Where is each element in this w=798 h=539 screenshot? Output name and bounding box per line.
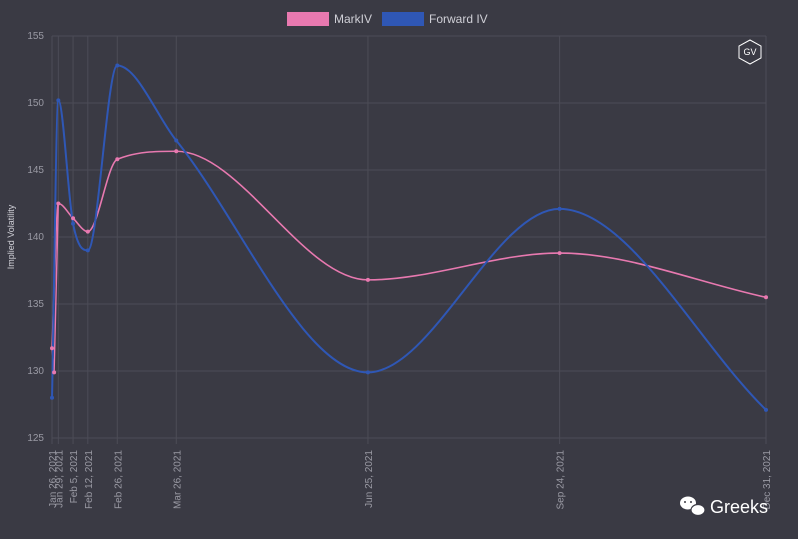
- data-point-forward-iv[interactable]: [764, 407, 768, 412]
- data-point-markiv[interactable]: [115, 157, 120, 162]
- x-tick-label: Feb 5, 2021: [69, 450, 80, 504]
- legend-swatch-markiv[interactable]: [287, 12, 329, 26]
- gv-badge-label: GV: [743, 47, 756, 57]
- wechat-icon: [680, 496, 706, 517]
- data-point-markiv[interactable]: [174, 149, 179, 154]
- y-axis-title: Implied Volatility: [6, 204, 16, 269]
- data-point-markiv[interactable]: [50, 346, 54, 351]
- x-tick-label: Jan 29, 2021: [54, 450, 65, 508]
- series-points: [50, 63, 768, 412]
- watermark-text: Greeks: [710, 497, 768, 517]
- data-point-markiv[interactable]: [71, 216, 76, 221]
- y-tick-label: 155: [27, 31, 44, 42]
- data-point-forward-iv[interactable]: [365, 370, 370, 375]
- hexagon-icon: [738, 39, 762, 65]
- x-tick-label: Dec 31, 2021: [762, 450, 773, 510]
- x-tick-label: Jun 25, 2021: [364, 450, 375, 508]
- y-tick-label: 130: [27, 366, 44, 377]
- series-line-markiv: [51, 150, 767, 349]
- data-point-markiv[interactable]: [85, 229, 90, 234]
- y-tick-label: 145: [27, 165, 44, 176]
- watermark: Greeks: [680, 496, 768, 517]
- grid: [51, 35, 767, 444]
- data-point-markiv[interactable]: [365, 277, 370, 282]
- data-point-markiv[interactable]: [56, 201, 61, 206]
- y-axis-ticks: 125 130 135 140 145 150 155: [27, 31, 44, 444]
- data-point-forward-iv[interactable]: [56, 98, 61, 103]
- gv-badge: GV: [738, 39, 762, 65]
- data-point-forward-iv[interactable]: [115, 63, 120, 68]
- data-point-markiv[interactable]: [557, 251, 562, 256]
- x-tick-label: Jan 26, 2021: [48, 450, 59, 508]
- data-point-forward-iv[interactable]: [50, 395, 54, 400]
- data-point-markiv[interactable]: [52, 370, 57, 375]
- series-line-forward-iv: [51, 64, 767, 411]
- x-tick-label: Feb 26, 2021: [113, 450, 124, 509]
- legend-label-markiv[interactable]: MarkIV: [334, 12, 372, 26]
- legend-label-forward-iv[interactable]: Forward IV: [429, 12, 488, 26]
- legend[interactable]: MarkIV Forward IV: [287, 12, 488, 26]
- x-tick-label: Sep 24, 2021: [556, 450, 567, 510]
- legend-swatch-forward-iv[interactable]: [382, 12, 424, 26]
- data-point-forward-iv[interactable]: [71, 221, 76, 226]
- series-lines: [51, 64, 767, 411]
- data-point-forward-iv[interactable]: [85, 248, 90, 253]
- y-tick-label: 125: [27, 433, 44, 444]
- data-point-forward-iv[interactable]: [174, 138, 179, 143]
- data-point-forward-iv[interactable]: [557, 206, 562, 211]
- y-tick-label: 150: [27, 98, 44, 109]
- y-tick-label: 140: [27, 232, 44, 243]
- x-tick-label: Feb 12, 2021: [84, 450, 95, 509]
- x-tick-label: Mar 26, 2021: [172, 450, 183, 509]
- y-tick-label: 135: [27, 299, 44, 310]
- data-point-markiv[interactable]: [764, 295, 768, 300]
